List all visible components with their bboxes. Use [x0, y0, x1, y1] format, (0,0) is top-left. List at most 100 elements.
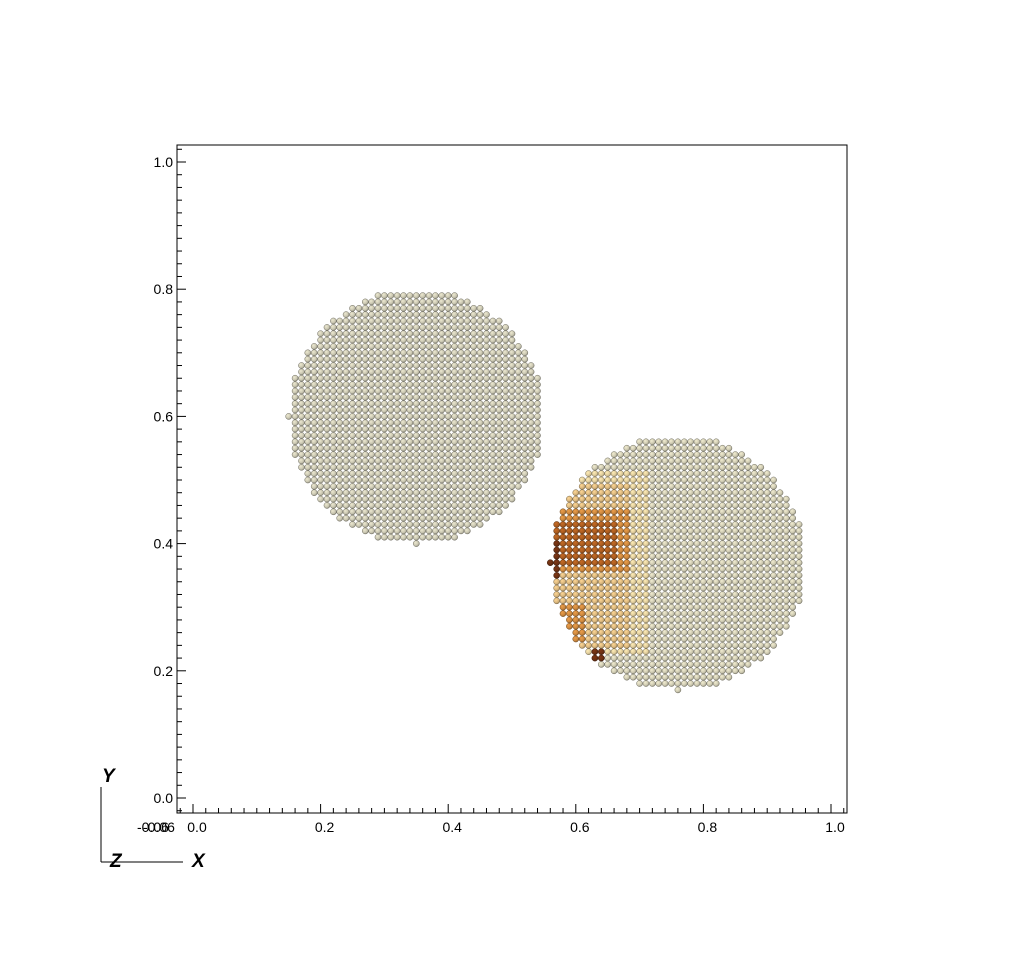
particle: [738, 629, 746, 636]
particle: [636, 629, 643, 636]
particle: [700, 463, 707, 471]
particle: [412, 451, 420, 458]
particle: [744, 616, 752, 624]
particle: [451, 374, 458, 382]
particle: [508, 470, 516, 477]
particle: [674, 451, 682, 458]
particle: [406, 483, 414, 490]
particle: [731, 457, 739, 465]
particle: [719, 578, 726, 586]
particle: [693, 673, 701, 681]
particle: [508, 419, 516, 427]
particle: [597, 648, 605, 656]
particle: [330, 463, 337, 471]
particle: [572, 527, 580, 535]
particle: [706, 489, 714, 497]
particle: [432, 400, 439, 408]
particle: [751, 578, 758, 586]
particle: [553, 578, 561, 586]
particle: [693, 597, 701, 605]
particle: [444, 311, 452, 318]
particle: [419, 336, 427, 344]
particle: [719, 451, 726, 458]
particle: [489, 393, 497, 401]
particle: [502, 381, 509, 388]
particle: [393, 368, 401, 376]
particle: [757, 622, 765, 630]
particle: [687, 603, 694, 611]
particle: [693, 622, 701, 630]
particle: [432, 393, 439, 401]
particle: [502, 413, 509, 420]
particle: [706, 622, 714, 630]
particle: [763, 470, 771, 477]
particle: [387, 476, 395, 484]
particle: [770, 489, 777, 497]
particle: [744, 457, 752, 465]
particle: [527, 393, 535, 401]
particle: [674, 438, 682, 446]
particle: [661, 533, 669, 541]
particle: [604, 572, 612, 579]
particle: [680, 629, 688, 636]
particle: [700, 457, 707, 465]
particle: [502, 349, 509, 357]
particle: [400, 521, 407, 528]
particle: [687, 508, 694, 516]
particle: [317, 432, 324, 439]
particle: [336, 317, 344, 325]
particle: [585, 616, 592, 624]
particle: [744, 476, 752, 484]
particle: [534, 432, 541, 439]
particle: [712, 635, 720, 643]
particle: [591, 508, 599, 516]
particle: [553, 572, 561, 579]
particle: [649, 514, 656, 522]
particle: [731, 540, 739, 547]
particle: [572, 559, 580, 567]
particle: [393, 381, 401, 388]
particle: [470, 304, 478, 312]
particle: [668, 610, 675, 617]
particle: [604, 648, 612, 656]
x-origin-label-2: -0.06: [143, 819, 175, 835]
particle: [578, 559, 586, 567]
particle: [330, 444, 337, 452]
particle: [789, 559, 797, 567]
particle: [470, 413, 478, 420]
particle: [393, 413, 401, 420]
particle: [782, 540, 790, 547]
particle: [649, 495, 656, 503]
particle: [687, 527, 694, 535]
particle: [578, 476, 586, 484]
particle: [687, 457, 694, 465]
particle: [751, 565, 758, 573]
particle: [700, 514, 707, 522]
particle: [719, 661, 726, 668]
particle: [597, 565, 605, 573]
particle: [751, 591, 758, 598]
particle: [406, 502, 414, 509]
particle: [668, 597, 675, 605]
particle: [419, 521, 427, 528]
particle: [330, 317, 337, 325]
particle: [693, 470, 701, 477]
particle: [617, 642, 624, 649]
particle: [317, 406, 324, 414]
particle: [731, 622, 739, 630]
particle: [381, 362, 388, 369]
particle: [470, 419, 478, 427]
particle: [604, 546, 612, 554]
particle: [719, 622, 726, 630]
particle: [291, 406, 299, 414]
particle: [591, 521, 599, 528]
particle: [559, 610, 567, 617]
particle: [361, 451, 369, 458]
particle: [361, 476, 369, 484]
particle: [310, 355, 318, 363]
particle: [623, 591, 631, 598]
particle: [649, 610, 656, 617]
particle: [636, 610, 643, 617]
particle: [463, 476, 471, 484]
particle: [323, 387, 331, 395]
